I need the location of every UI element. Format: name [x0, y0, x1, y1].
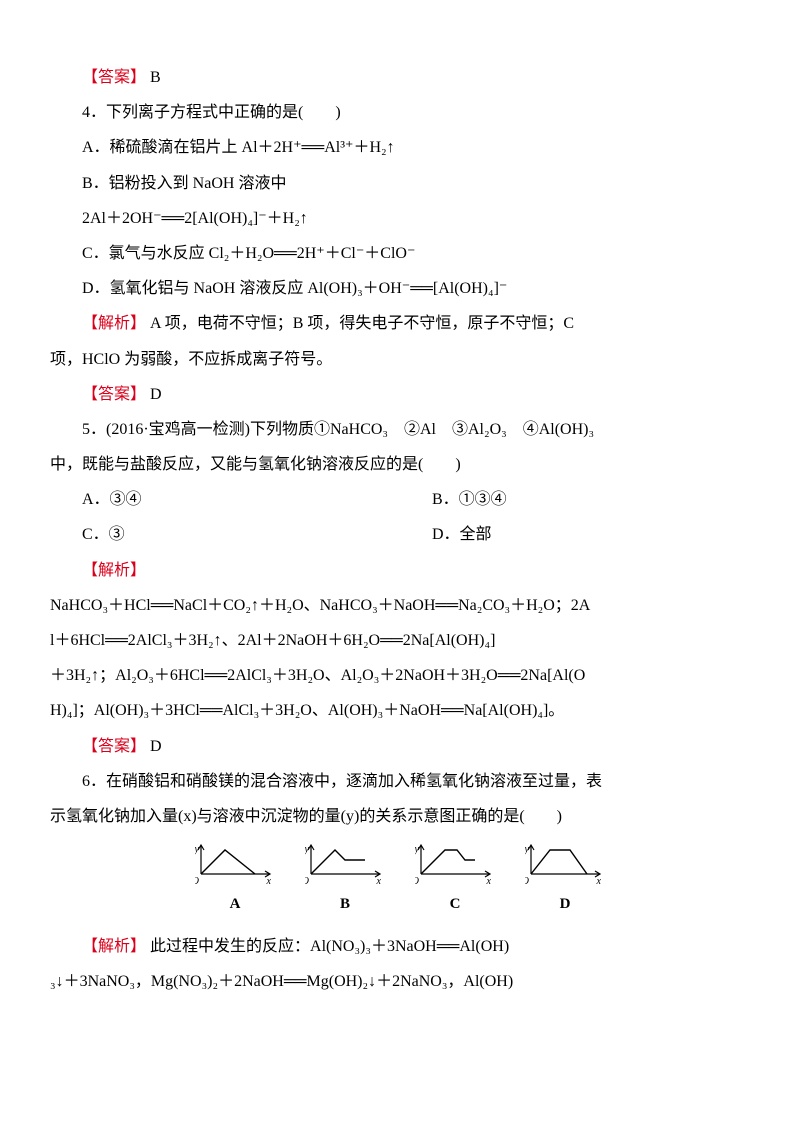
q5-stem-l2: 中，既能与盐酸反应，又能与氢氧化钠溶液反应的是( ): [50, 447, 750, 482]
q4-answer-line: 【答案】 D: [50, 377, 750, 412]
q4-optB-l1: B．铝粉投入到 NaOH 溶液中: [50, 166, 750, 201]
q4-analysis-label: 【解析】: [82, 315, 146, 332]
q4-analysis-l1: 【解析】 A 项，电荷不守恒；B 项，得失电子不守恒，原子不守恒；C: [50, 306, 750, 341]
q3-answer-label: 【答案】: [82, 69, 146, 86]
q6-graph-label: A: [230, 888, 241, 921]
q4-analysis-l2: 项，HClO 为弱酸，不应拆成离子符号。: [50, 342, 750, 377]
q6-analysis-l1: 此过程中发生的反应：Al(NO₃)₃＋3NaOH══Al(OH): [150, 938, 509, 955]
q4-answer-letter: D: [150, 386, 162, 403]
q6-stem-l2: 示氢氧化钠加入量(x)与溶液中沉淀物的量(y)的关系示意图正确的是( ): [50, 799, 750, 834]
svg-text:O: O: [525, 876, 529, 886]
q3-answer-line: 【答案】 B: [50, 60, 750, 95]
q6-graph-label: B: [340, 888, 350, 921]
q6-graphs: y x O Ay x O By x O Cy x O D: [50, 842, 750, 921]
svg-text:x: x: [486, 876, 492, 886]
q6-graph-A: y x O A: [195, 842, 275, 921]
svg-text:x: x: [266, 876, 272, 886]
svg-text:x: x: [596, 876, 602, 886]
q5-analysis-l1: NaHCO₃＋HCl══NaCl＋CO₂↑＋H₂O、NaHCO₃＋NaOH══N…: [50, 588, 750, 623]
svg-text:x: x: [376, 876, 382, 886]
q4-optD: D．氢氧化铝与 NaOH 溶液反应 Al(OH)₃＋OH⁻══[Al(OH)₄]…: [50, 271, 750, 306]
svg-text:y: y: [525, 844, 530, 855]
q5-stem-l1: 5．(2016·宝鸡高一检测)下列物质①NaHCO₃ ②Al ③Al₂O₃ ④A…: [50, 412, 750, 447]
q5-analysis-label: 【解析】: [82, 562, 146, 579]
q5-optD: D．全部: [400, 517, 750, 552]
q5-options-row1: A．③④ B．①③④: [50, 482, 750, 517]
q6-analysis-label: 【解析】: [82, 938, 146, 955]
svg-text:O: O: [305, 876, 309, 886]
q6-analysis-l2: ₃↓＋3NaNO₃，Mg(NO₃)₂＋2NaOH══Mg(OH)₂↓＋2NaNO…: [50, 964, 750, 999]
q5-analysis-head: 【解析】: [50, 553, 750, 588]
svg-text:O: O: [415, 876, 419, 886]
q5-analysis-l2: l＋6HCl══2AlCl₃＋3H₂↑、2Al＋2NaOH＋6H₂O══2Na[…: [50, 623, 750, 658]
q5-analysis-l3: ＋3H₂↑；Al₂O₃＋6HCl══2AlCl₃＋3H₂O、Al₂O₃＋2NaO…: [50, 658, 750, 693]
q5-optB: B．①③④: [400, 482, 750, 517]
q5-options-row2: C．③ D．全部: [50, 517, 750, 552]
q4-optB-l2: 2Al＋2OH⁻══2[Al(OH)₄]⁻＋H₂↑: [50, 201, 750, 236]
q6-stem-l1: 6．在硝酸铝和硝酸镁的混合溶液中，逐滴加入稀氢氧化钠溶液至过量，表: [50, 764, 750, 799]
q6-graph-D: y x O D: [525, 842, 605, 921]
q5-answer-label: 【答案】: [82, 738, 146, 755]
q4-stem: 4．下列离子方程式中正确的是( ): [50, 95, 750, 130]
q6-graph-label: C: [450, 888, 461, 921]
q6-analysis-l1-wrap: 【解析】 此过程中发生的反应：Al(NO₃)₃＋3NaOH══Al(OH): [50, 929, 750, 964]
q5-optC: C．③: [50, 517, 400, 552]
q4-analysis-l1-text: A 项，电荷不守恒；B 项，得失电子不守恒，原子不守恒；C: [150, 315, 574, 332]
q5-optA: A．③④: [50, 482, 400, 517]
svg-text:y: y: [195, 844, 200, 855]
q5-analysis-l4: H)₄]；Al(OH)₃＋3HCl══AlCl₃＋3H₂O、Al(OH)₃＋Na…: [50, 693, 750, 728]
q6-graph-label: D: [560, 888, 571, 921]
q3-answer-letter: B: [150, 69, 161, 86]
q6-graph-B: y x O B: [305, 842, 385, 921]
q5-answer-line: 【答案】 D: [50, 729, 750, 764]
q6-graph-C: y x O C: [415, 842, 495, 921]
svg-text:y: y: [305, 844, 310, 855]
svg-text:O: O: [195, 876, 199, 886]
svg-text:y: y: [415, 844, 420, 855]
q4-optC: C．氯气与水反应 Cl₂＋H₂O══2H⁺＋Cl⁻＋ClO⁻: [50, 236, 750, 271]
q4-optA: A．稀硫酸滴在铝片上 Al＋2H⁺══Al³⁺＋H₂↑: [50, 130, 750, 165]
q4-answer-label: 【答案】: [82, 386, 146, 403]
q5-answer-letter: D: [150, 738, 162, 755]
